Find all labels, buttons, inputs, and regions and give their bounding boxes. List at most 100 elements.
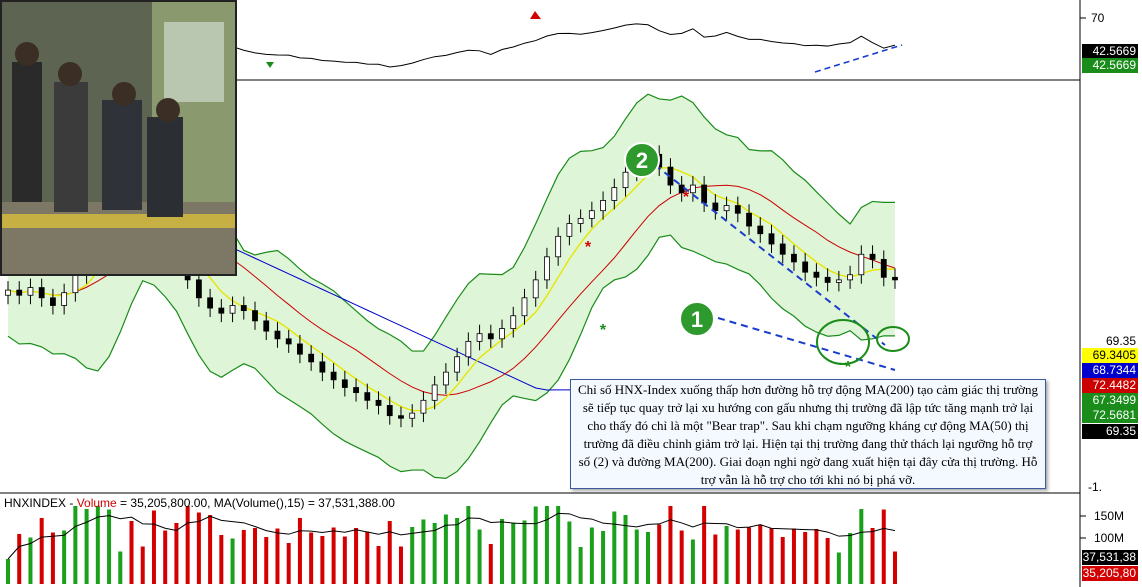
volume-bar xyxy=(73,506,78,584)
candle-body xyxy=(319,361,326,373)
support-circle xyxy=(816,319,870,365)
volume-bar xyxy=(320,536,325,584)
volume-bar xyxy=(668,506,673,584)
candle-body xyxy=(386,405,393,417)
volume-bar xyxy=(410,527,415,584)
volume-bar xyxy=(241,530,246,584)
volume-bar xyxy=(331,527,336,584)
candle-body xyxy=(521,297,528,317)
candle-body xyxy=(510,315,517,329)
volume-bar xyxy=(107,509,112,584)
marker-2: 2 xyxy=(624,142,660,178)
volume-ma-line xyxy=(7,512,896,560)
volume-bar xyxy=(151,510,156,584)
candle-body xyxy=(824,276,831,283)
candle-body xyxy=(442,371,449,386)
candle-body xyxy=(207,297,214,309)
candle-body xyxy=(869,253,876,260)
volume-bar xyxy=(62,530,67,584)
volume-bar xyxy=(511,522,516,584)
price-axis-label: 69.35 xyxy=(1082,334,1138,349)
candle-body xyxy=(532,279,539,299)
candle-body xyxy=(364,392,371,401)
candle-body xyxy=(611,187,618,201)
volume-bar xyxy=(208,515,213,584)
candle-body xyxy=(297,343,303,355)
candle-body xyxy=(880,258,887,278)
candle-body xyxy=(218,307,225,314)
volume-bar xyxy=(679,530,684,584)
volume-bar xyxy=(780,537,785,584)
oscillator-trendline xyxy=(814,44,903,73)
volume-bar xyxy=(6,559,10,584)
bollinger-fill xyxy=(8,94,895,479)
volume-bar xyxy=(466,506,471,584)
candle-body xyxy=(285,338,292,345)
volume-bar xyxy=(84,509,89,584)
candle-body xyxy=(263,320,270,332)
volume-bar xyxy=(825,538,830,584)
vol-ma-label: 37,531,38 xyxy=(1082,550,1138,565)
candle-body xyxy=(701,184,708,204)
candle-body xyxy=(600,200,606,212)
candle-body xyxy=(566,223,573,237)
volume-bar xyxy=(747,527,752,584)
volume-bar xyxy=(556,506,561,584)
candle-body xyxy=(555,235,562,258)
volume-bar xyxy=(39,518,44,584)
red-star-marker: * xyxy=(683,189,690,206)
volume-bar xyxy=(859,509,864,584)
vol-tick-150m: 150M xyxy=(1094,509,1125,523)
volume-bar xyxy=(893,551,897,584)
price-axis-label: 69.35 xyxy=(1082,424,1138,439)
red-star-marker: * xyxy=(585,239,592,256)
candle-body xyxy=(398,415,404,419)
volume-header: HNXINDEX - Volume = 35,205,800.00, MA(Vo… xyxy=(4,496,395,510)
candle-body xyxy=(734,205,741,214)
candle-body xyxy=(588,210,595,219)
marker-1-disc xyxy=(679,301,715,337)
candle-body xyxy=(431,384,438,401)
candle-body xyxy=(723,205,730,212)
volume-bar xyxy=(589,527,594,584)
subway-pushers-photo xyxy=(0,0,237,276)
volume-bar xyxy=(50,532,55,584)
volume-bar xyxy=(253,528,258,584)
vol-value-label: 35,205,80 xyxy=(1082,566,1138,581)
volume-bar xyxy=(544,506,549,584)
volume-bar xyxy=(758,524,763,584)
volume-bar xyxy=(297,518,302,584)
osc-tick-70: 70 xyxy=(1091,11,1105,25)
volume-bar xyxy=(129,521,134,584)
marker-2-label: 2 xyxy=(636,148,648,173)
volume-bar xyxy=(264,537,269,584)
candle-body xyxy=(689,184,696,194)
candle-body xyxy=(420,399,427,414)
candle-body xyxy=(892,276,898,281)
candle-body xyxy=(330,371,337,381)
price-axis-label: 69.3405 xyxy=(1082,348,1138,363)
vol-tick-100m: 100M xyxy=(1094,531,1125,545)
volume-symbol: HNXINDEX xyxy=(4,496,67,510)
volume-word: Volume xyxy=(76,496,117,510)
volume-bar xyxy=(230,538,235,584)
volume-bar xyxy=(118,551,123,584)
oscillator-peak-marker xyxy=(530,11,541,19)
price-axis-label: 72.4482 xyxy=(1082,378,1138,393)
candle-body xyxy=(757,225,764,235)
candle-body xyxy=(72,274,79,294)
volume-bar xyxy=(702,506,707,584)
bollinger-lower xyxy=(7,234,895,479)
candle-body xyxy=(847,274,853,281)
volume-bar xyxy=(309,532,314,584)
volume-bar xyxy=(578,547,583,584)
volume-bar xyxy=(174,523,179,584)
volume-bar xyxy=(477,529,482,584)
volume-bar xyxy=(354,528,359,584)
volume-bar xyxy=(803,532,808,584)
volume-bar xyxy=(735,529,740,584)
marker-1: 1 xyxy=(679,301,715,337)
annotation-note: Chỉ số HNX-Index xuống thấp hơn đường hỗ… xyxy=(570,379,1046,489)
price-axis-label: 68.7344 xyxy=(1082,363,1138,378)
